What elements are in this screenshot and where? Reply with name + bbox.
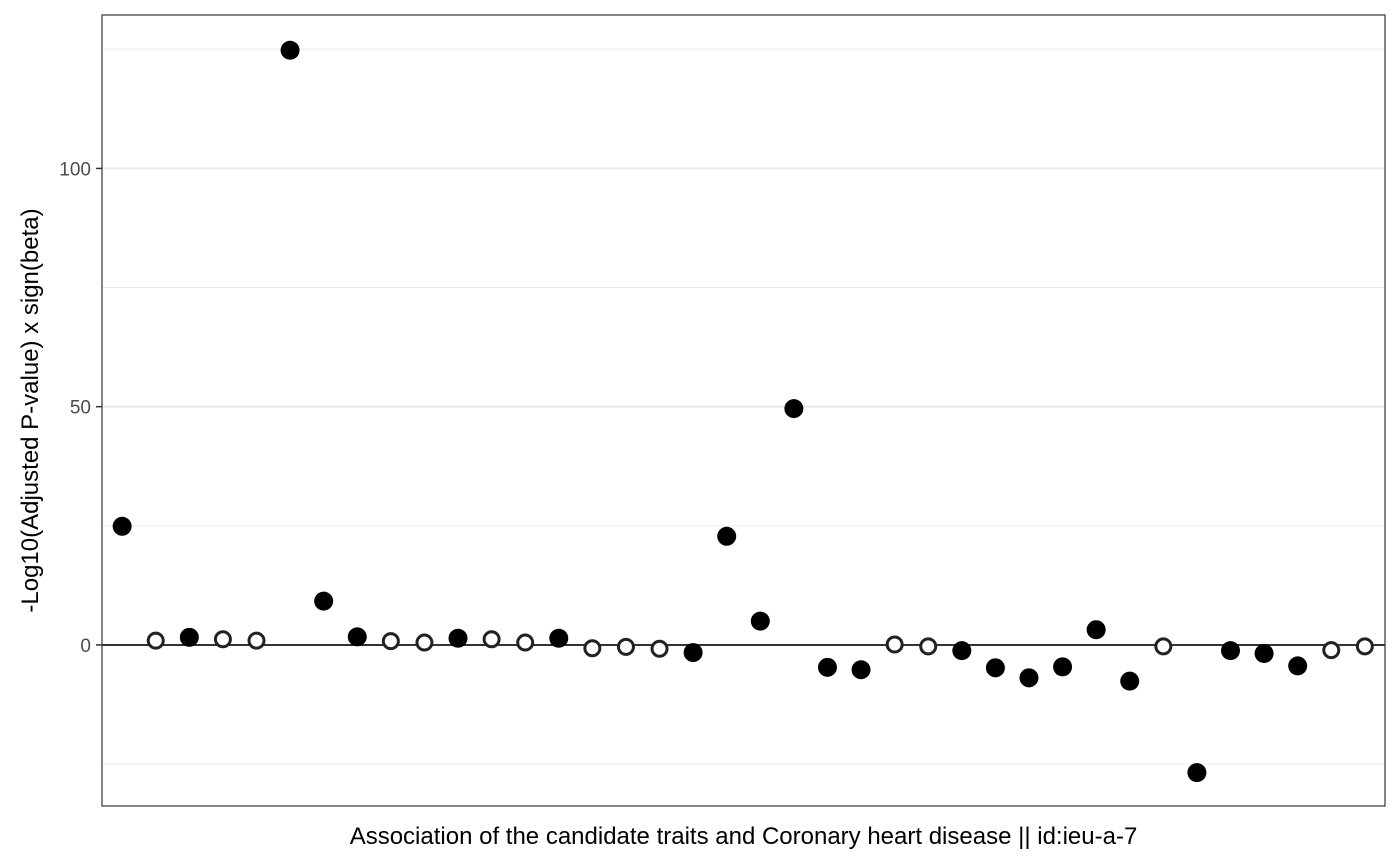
data-point-3 [179,627,199,647]
data-point-20 [750,611,770,631]
data-point-38 [1355,637,1374,656]
data-point-11 [448,628,468,648]
data-point-23 [851,660,871,680]
data-point-7 [314,591,334,611]
data-point-27 [985,658,1005,678]
data-point-32 [1154,637,1173,656]
data-point-2 [146,631,165,650]
data-point-37 [1322,641,1341,660]
data-point-9 [381,632,400,651]
panel-border [101,14,1386,807]
x-axis-label: Association of the candidate traits and … [350,823,1138,850]
data-point-16 [616,637,635,656]
data-point-8 [347,627,367,647]
data-point-6 [280,40,300,60]
data-point-19 [717,526,737,546]
data-point-15 [583,639,602,658]
y-axis-ticks: 0 50 100 [59,159,102,657]
data-point-34 [1221,641,1241,661]
data-point-13 [516,633,535,652]
data-point-33 [1187,763,1207,783]
data-point-31 [1120,671,1140,691]
data-point-14 [549,628,569,648]
data-point-29 [1053,657,1073,677]
data-point-4 [213,630,232,649]
data-point-35 [1254,644,1274,664]
y-axis-label: -Log10(Adjusted P-value) x sign(beta) [17,208,44,612]
data-point-25 [919,637,938,656]
data-point-18 [683,643,703,663]
data-point-26 [952,641,972,661]
data-point-28 [1019,668,1039,688]
data-point-12 [482,630,501,649]
data-point-17 [650,639,669,658]
data-point-30 [1086,620,1106,640]
data-point-24 [885,635,904,654]
data-point-5 [247,631,266,650]
data-point-21 [784,399,804,419]
y-tick-label-0: 0 [80,636,91,657]
data-point-10 [415,633,434,652]
data-points [112,40,1374,783]
data-point-22 [817,657,837,677]
y-tick-label-2: 100 [59,159,91,180]
data-point-1 [112,516,132,536]
y-tick-label-1: 50 [70,398,91,419]
data-point-36 [1288,656,1308,676]
